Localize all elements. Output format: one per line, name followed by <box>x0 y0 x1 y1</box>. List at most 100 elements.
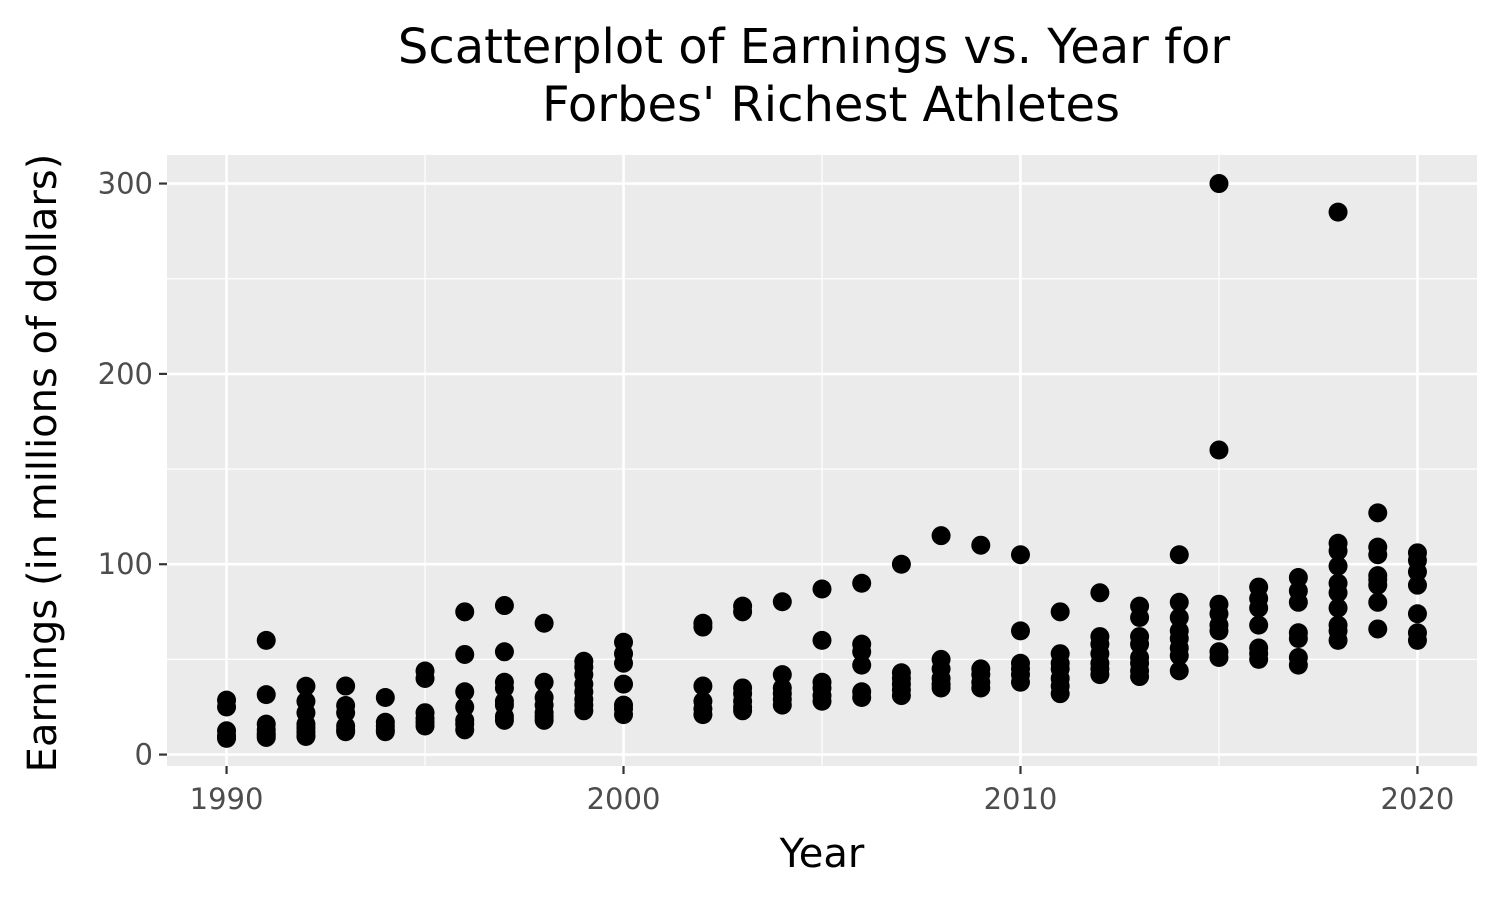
data-point <box>1368 619 1388 639</box>
data-point <box>455 697 475 717</box>
data-point <box>217 728 237 748</box>
y-tick-label: 0 <box>135 738 153 772</box>
data-point <box>336 676 356 696</box>
data-point <box>971 535 991 555</box>
data-point <box>1010 545 1030 565</box>
data-point <box>1169 646 1189 666</box>
data-point <box>336 722 356 742</box>
data-point <box>1090 583 1110 603</box>
y-tick-label: 100 <box>98 547 153 581</box>
data-point <box>217 697 237 717</box>
data-point <box>772 592 792 612</box>
data-point <box>256 727 276 747</box>
data-point <box>1368 503 1388 523</box>
data-point <box>1130 667 1150 687</box>
data-point <box>1209 174 1229 194</box>
data-point <box>455 682 475 702</box>
x-axis-title: Year <box>779 831 865 877</box>
data-point <box>1169 592 1189 612</box>
data-point <box>296 676 316 696</box>
data-point <box>693 705 713 725</box>
data-point <box>1249 615 1269 635</box>
y-tick-label: 300 <box>98 167 153 201</box>
x-tick-label: 1990 <box>190 782 264 816</box>
data-point <box>852 687 872 707</box>
data-point <box>494 710 514 730</box>
data-point <box>455 644 475 664</box>
data-point <box>494 642 514 662</box>
data-point <box>296 726 316 746</box>
data-point <box>455 720 475 740</box>
data-point <box>1328 541 1348 561</box>
data-point <box>1249 649 1269 669</box>
data-point <box>1249 598 1269 618</box>
data-point <box>1209 621 1229 641</box>
data-point <box>1169 545 1189 565</box>
data-point <box>812 630 832 650</box>
data-point <box>1407 630 1427 650</box>
data-point <box>415 716 435 736</box>
x-tick-label: 2000 <box>587 782 661 816</box>
data-point <box>931 526 951 546</box>
data-point <box>852 642 872 662</box>
data-point <box>693 617 713 637</box>
data-point <box>1130 634 1150 654</box>
data-point <box>1407 562 1427 582</box>
data-point <box>1130 608 1150 628</box>
data-point <box>534 672 554 692</box>
data-point <box>1288 568 1308 588</box>
data-point <box>336 703 356 723</box>
data-point <box>1328 556 1348 576</box>
data-point <box>415 668 435 688</box>
data-point <box>256 685 276 705</box>
data-point <box>812 579 832 599</box>
data-point <box>375 722 395 742</box>
x-tick-label: 2020 <box>1381 782 1455 816</box>
x-tick-label: 2010 <box>984 782 1058 816</box>
minor-grid <box>167 155 1477 766</box>
data-point <box>1209 440 1229 460</box>
data-point <box>891 554 911 574</box>
data-point <box>1209 648 1229 668</box>
data-point <box>1050 602 1070 622</box>
data-point <box>1328 202 1348 222</box>
data-point <box>1328 583 1348 603</box>
chart-title-line-1: Scatterplot of Earnings vs. Year for <box>398 19 1231 75</box>
data-point <box>455 602 475 622</box>
data-point <box>1328 630 1348 650</box>
data-point <box>1328 598 1348 618</box>
data-point <box>574 701 594 721</box>
data-point <box>931 678 951 698</box>
data-point <box>1050 684 1070 704</box>
data-point <box>534 710 554 730</box>
y-axis: 0 100 200 300 <box>98 167 167 772</box>
data-point <box>1368 545 1388 565</box>
data-point <box>534 613 554 633</box>
data-point <box>852 573 872 593</box>
data-point <box>772 695 792 715</box>
data-point <box>1407 575 1427 595</box>
data-point <box>256 630 276 650</box>
data-point <box>494 678 514 698</box>
data-point <box>1368 592 1388 612</box>
data-point <box>852 655 872 675</box>
data-point <box>614 653 634 673</box>
data-point <box>733 602 753 622</box>
data-point <box>494 596 514 616</box>
data-point <box>1090 665 1110 685</box>
data-point <box>971 678 991 698</box>
data-point <box>1288 655 1308 675</box>
data-point <box>1010 621 1030 641</box>
data-point <box>614 674 634 694</box>
data-point <box>375 687 395 707</box>
data-point <box>1010 672 1030 692</box>
data-point <box>733 701 753 721</box>
data-point <box>1288 592 1308 612</box>
data-point <box>614 705 634 725</box>
data-point <box>772 665 792 685</box>
data-point <box>1169 608 1189 628</box>
data-point <box>1407 604 1427 624</box>
data-points <box>217 174 1427 748</box>
data-point <box>1368 575 1388 595</box>
